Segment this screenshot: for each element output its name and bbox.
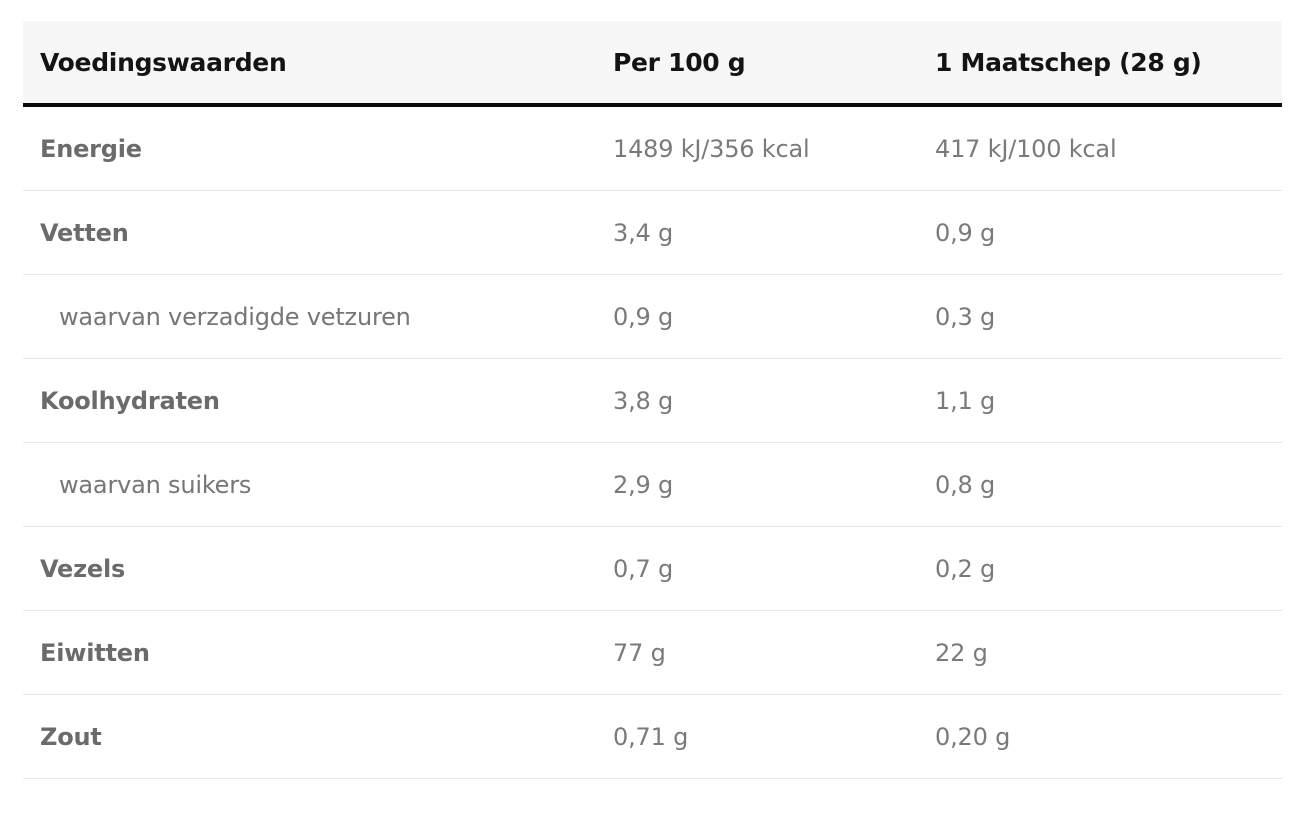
table-row-suikers: waarvan suikers 2,9 g 0,8 g [23,443,1282,527]
table-row-vezels: Vezels 0,7 g 0,2 g [23,527,1282,611]
row-value-per100: 1489 kJ/356 kcal [613,134,810,163]
column-header-per100: Per 100 g [613,47,746,77]
table-row-koolhydraten: Koolhydraten 3,8 g 1,1 g [23,359,1282,443]
row-label: waarvan verzadigde vetzuren [59,302,411,331]
nutrition-table: Voedingswaarden Per 100 g 1 Maatschep (2… [23,21,1282,779]
row-label: Zout [40,722,102,751]
row-value-per100: 3,4 g [613,218,674,247]
row-label: Energie [40,134,142,163]
row-label: Vetten [40,218,129,247]
row-value-per100: 0,9 g [613,302,674,331]
row-label: Eiwitten [40,638,150,667]
table-header-row: Voedingswaarden Per 100 g 1 Maatschep (2… [23,21,1282,107]
table-row-vetten: Vetten 3,4 g 0,9 g [23,191,1282,275]
row-value-per100: 2,9 g [613,470,674,499]
row-value-per100: 77 g [613,638,666,667]
table-row-zout: Zout 0,71 g 0,20 g [23,695,1282,779]
table-row-energie: Energie 1489 kJ/356 kcal 417 kJ/100 kcal [23,107,1282,191]
row-value-per100: 0,7 g [613,554,674,583]
table-row-eiwitten: Eiwitten 77 g 22 g [23,611,1282,695]
row-value-scoop: 417 kJ/100 kcal [935,134,1117,163]
row-label: Vezels [40,554,126,583]
row-value-scoop: 0,9 g [935,218,996,247]
row-value-per100: 0,71 g [613,722,689,751]
column-header-name: Voedingswaarden [40,47,287,77]
row-value-scoop: 0,20 g [935,722,1011,751]
column-header-scoop: 1 Maatschep (28 g) [935,47,1202,77]
row-value-scoop: 0,8 g [935,470,996,499]
row-value-scoop: 0,2 g [935,554,996,583]
row-value-scoop: 1,1 g [935,386,996,415]
table-row-verzadigde-vetzuren: waarvan verzadigde vetzuren 0,9 g 0,3 g [23,275,1282,359]
row-label: Koolhydraten [40,386,220,415]
row-value-scoop: 22 g [935,638,988,667]
row-label: waarvan suikers [59,470,252,499]
row-value-scoop: 0,3 g [935,302,996,331]
row-value-per100: 3,8 g [613,386,674,415]
